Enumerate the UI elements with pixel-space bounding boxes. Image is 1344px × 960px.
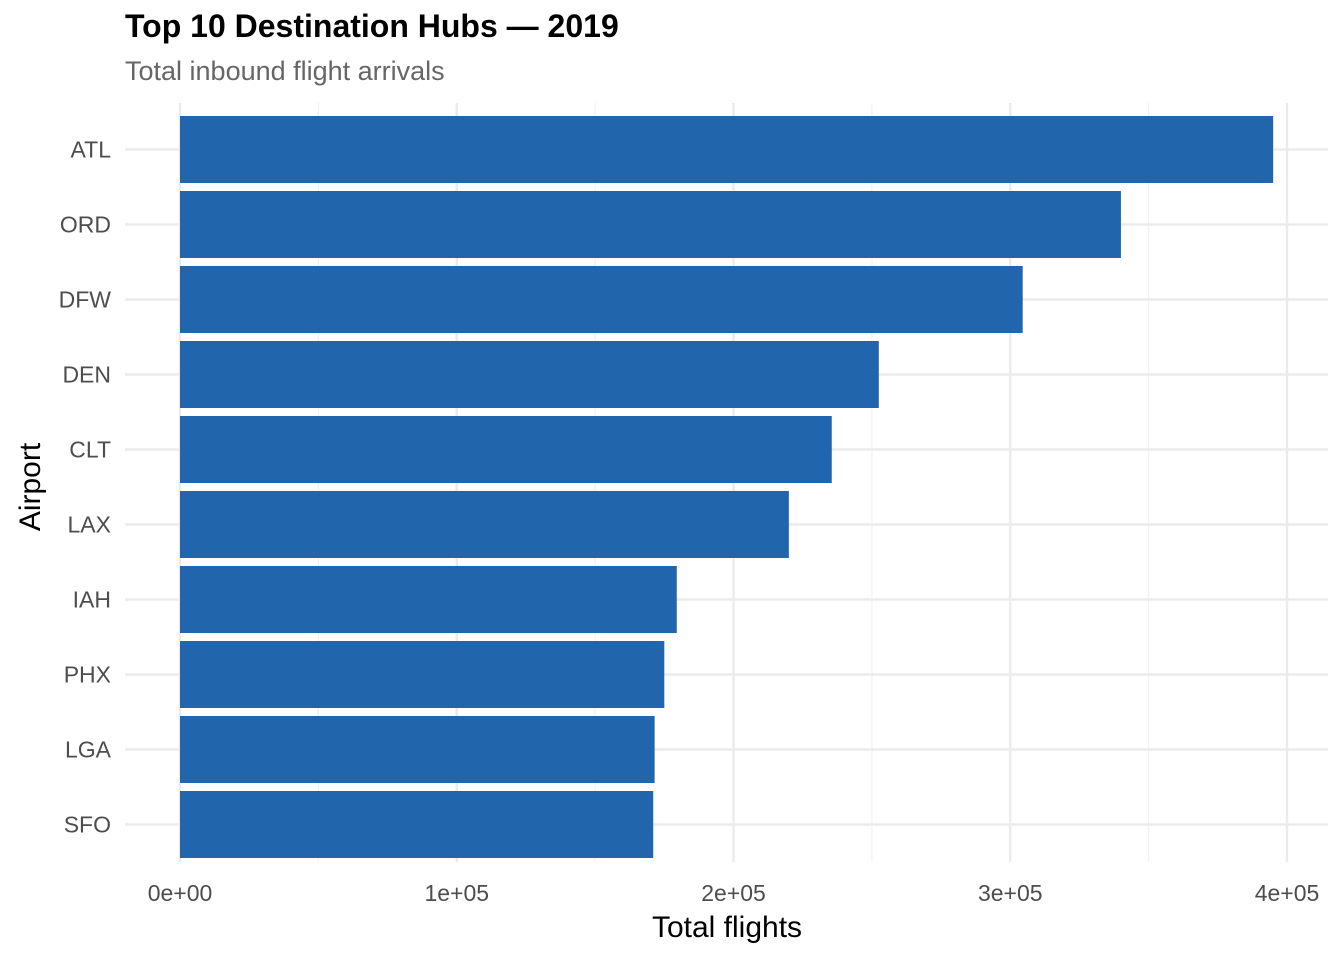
y-tick-label: IAH: [73, 587, 111, 613]
y-tick-labels: ATL ORD DFW DEN CLT LAX IAH PHX LGA SFO: [59, 137, 112, 838]
x-tick-label: 0e+00: [148, 880, 213, 906]
y-tick-label: DFW: [59, 287, 112, 313]
bar-lax: [180, 491, 789, 558]
chart-title: Top 10 Destination Hubs — 2019: [125, 8, 619, 44]
bar-phx: [180, 641, 665, 708]
y-tick-label: LGA: [65, 737, 112, 763]
bar-dfw: [180, 266, 1023, 333]
bars: [180, 116, 1274, 858]
y-tick-label: LAX: [68, 512, 111, 538]
y-tick-label: CLT: [69, 437, 111, 463]
y-tick-label: DEN: [62, 362, 111, 388]
y-tick-label: ORD: [60, 212, 111, 238]
y-tick-label: PHX: [64, 662, 111, 688]
x-tick-label: 4e+05: [1255, 880, 1320, 906]
bar-sfo: [180, 791, 654, 858]
y-tick-label: SFO: [64, 812, 111, 838]
x-axis-title: Total flights: [652, 911, 802, 944]
bar-clt: [180, 416, 832, 483]
bar-ord: [180, 191, 1121, 258]
chart-subtitle: Total inbound flight arrivals: [125, 56, 445, 86]
y-axis-title: Airport: [14, 442, 47, 531]
x-tick-label: 1e+05: [424, 880, 489, 906]
x-tick-labels: 0e+00 1e+05 2e+05 3e+05 4e+05: [148, 880, 1320, 906]
y-tick-label: ATL: [71, 137, 112, 163]
bar-lga: [180, 716, 655, 783]
bar-atl: [180, 116, 1274, 183]
x-tick-label: 3e+05: [978, 880, 1043, 906]
bar-den: [180, 341, 879, 408]
bar-iah: [180, 566, 677, 633]
x-tick-label: 2e+05: [701, 880, 766, 906]
